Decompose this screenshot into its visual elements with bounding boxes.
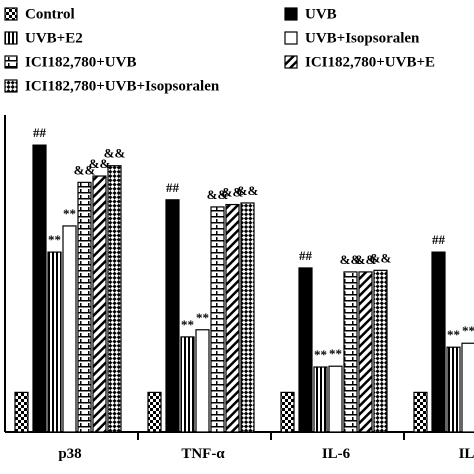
bar	[14, 391, 29, 433]
x-tick-label: TNF-α	[181, 446, 225, 462]
x-tick-label: p38	[58, 446, 81, 462]
bar	[210, 206, 225, 433]
bar	[180, 336, 195, 433]
annotation: **	[63, 206, 76, 221]
bar	[92, 175, 107, 433]
legend-label: ICI182,780+UVB+Isopsoralen	[25, 78, 220, 94]
bar	[280, 391, 295, 433]
bar	[313, 366, 328, 433]
legend-label: Control	[25, 6, 75, 22]
annotation: **	[48, 232, 61, 247]
bar	[62, 225, 77, 433]
bar	[446, 346, 461, 433]
bar	[32, 144, 47, 433]
bar	[298, 267, 313, 433]
x-tick-label: IL-6	[322, 446, 351, 462]
bar	[373, 269, 388, 433]
bar	[413, 391, 428, 433]
legend-swatch	[4, 31, 18, 45]
bar	[165, 199, 180, 433]
annotation: &&	[104, 146, 126, 161]
legend-label: ICI182,780+UVB	[25, 54, 136, 70]
bar	[225, 203, 240, 433]
legend-label: UVB+Isopsoralen	[305, 30, 420, 46]
annotation: &&	[207, 187, 229, 202]
legend-swatch	[4, 79, 18, 93]
annotation: &&	[370, 250, 392, 265]
annotation: **	[314, 347, 327, 362]
legend-label: UVB+E2	[25, 30, 83, 46]
legend-label: UVB	[305, 6, 337, 22]
bar	[107, 165, 122, 433]
annotation: ##	[166, 180, 180, 195]
annotation: &&	[89, 156, 111, 171]
annotation: &&	[222, 185, 244, 200]
bar	[328, 365, 343, 433]
bar	[47, 251, 62, 433]
legend-swatch	[284, 31, 298, 45]
annotation: **	[329, 346, 342, 361]
annotation: &&	[340, 252, 362, 267]
bar	[195, 329, 210, 433]
bar	[461, 342, 474, 433]
annotation: ##	[299, 248, 313, 263]
annotation: ##	[432, 232, 446, 247]
annotation: **	[196, 310, 209, 325]
annotation: &&	[74, 162, 96, 177]
annotation: &&	[355, 252, 377, 267]
bar	[343, 271, 358, 433]
legend-label: ICI182,780+UVB+E	[305, 54, 435, 70]
legend-swatch	[284, 55, 298, 69]
bar	[77, 181, 92, 433]
annotation: **	[181, 317, 194, 332]
legend-swatch	[4, 55, 18, 69]
annotation: &&	[237, 183, 259, 198]
x-tick-label: IL-	[459, 446, 474, 462]
legend-swatch	[4, 7, 18, 21]
legend-swatch	[284, 7, 298, 21]
bar	[147, 391, 162, 433]
bar	[240, 202, 255, 433]
annotation: **	[462, 323, 474, 338]
annotation: **	[447, 327, 460, 342]
bar	[431, 251, 446, 433]
bar	[358, 271, 373, 433]
annotation: ##	[33, 125, 47, 140]
